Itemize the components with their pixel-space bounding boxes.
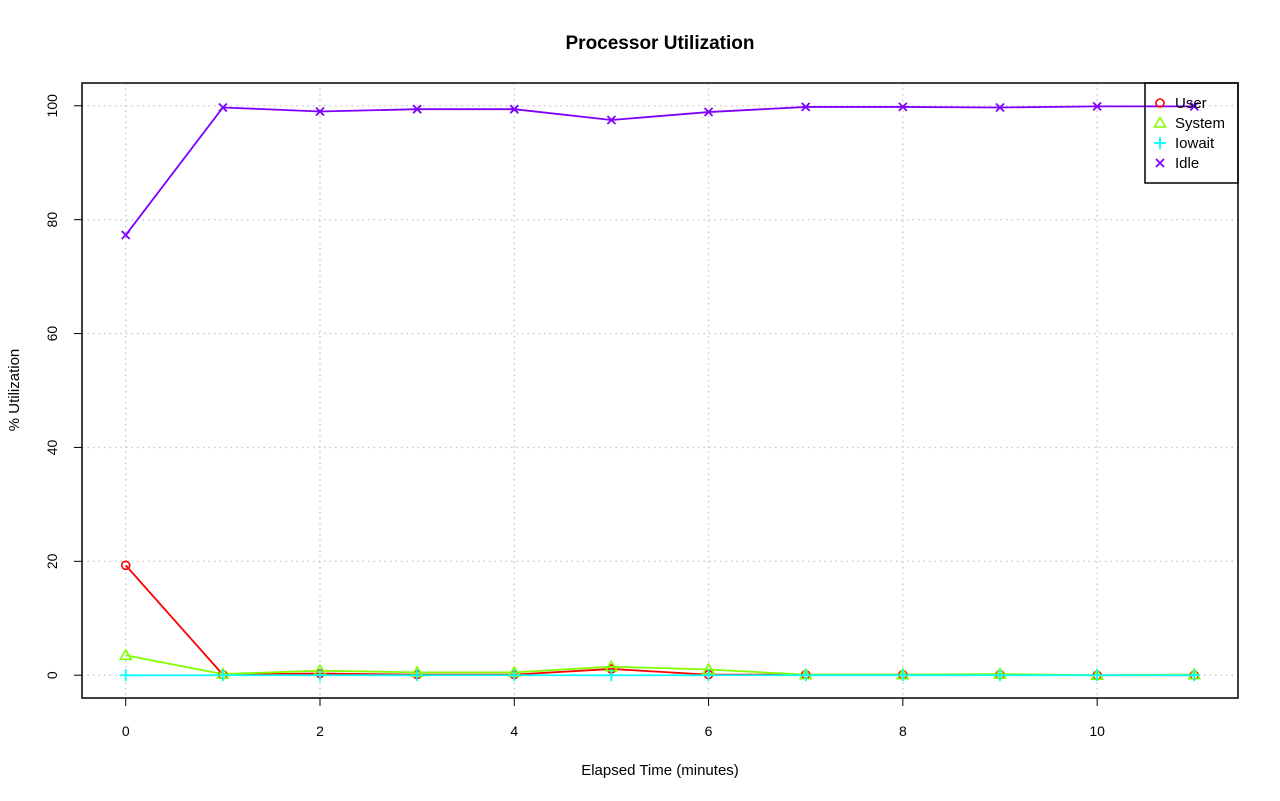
legend-marker-user	[1155, 98, 1165, 108]
x-tick-label: 0	[122, 723, 130, 739]
series-lines	[124, 105, 1195, 677]
legend-marker-idle	[1155, 158, 1165, 168]
y-tick-label: 20	[44, 553, 60, 569]
data-point-idle	[412, 104, 422, 114]
chart-title: Processor Utilization	[566, 33, 755, 54]
x-axis-label: Elapsed Time (minutes)	[581, 762, 739, 779]
y-tick-label: 40	[44, 439, 60, 455]
data-point-idle	[1189, 101, 1199, 111]
legend-item-idle: Idle	[1155, 155, 1199, 172]
data-point-idle	[898, 102, 908, 112]
legend-label-iowait: Iowait	[1175, 135, 1215, 152]
legend-box	[1144, 82, 1239, 184]
data-point-idle	[1092, 101, 1102, 111]
series-line-system	[125, 654, 1195, 677]
x-axis: 0 2 4 6 8 10	[122, 698, 1105, 739]
data-point-iowait	[994, 669, 1006, 682]
data-point-iowait	[896, 669, 909, 682]
data-point-iowait	[1188, 669, 1201, 682]
series-line-idle	[124, 105, 1195, 236]
legend-marker-system	[1153, 115, 1167, 128]
data-point-system	[118, 648, 133, 661]
data-point-user	[120, 560, 131, 571]
data-point-iowait	[702, 669, 715, 682]
x-tick-label: 10	[1089, 723, 1105, 739]
data-point-iowait	[411, 669, 424, 682]
legend-label-system: System	[1175, 115, 1225, 132]
y-axis-label: % Utilization	[6, 349, 23, 432]
x-tick-label: 4	[510, 723, 518, 739]
data-point-iowait	[605, 669, 618, 682]
data-point-iowait	[216, 669, 229, 682]
data-point-iowait	[508, 669, 521, 682]
legend-item-iowait: Iowait	[1154, 135, 1215, 152]
data-point-idle	[995, 102, 1005, 113]
legend-label-user: User	[1175, 95, 1207, 112]
x-tick-label: 2	[316, 723, 324, 739]
y-tick-label: 0	[44, 671, 60, 679]
data-point-iowait	[119, 669, 132, 682]
y-tick-label: 80	[44, 212, 60, 228]
data-point-iowait	[799, 669, 812, 682]
data-point-idle	[509, 104, 519, 114]
data-point-iowait	[314, 669, 326, 682]
legend-label-idle: Idle	[1175, 155, 1199, 172]
data-point-idle	[315, 106, 325, 117]
data-point-idle	[121, 230, 131, 240]
y-axis: 0 20 40 60 80 100	[44, 94, 82, 679]
legend: User System Iowait Idle	[1144, 82, 1239, 184]
plot-border	[81, 82, 1239, 699]
data-point-idle	[801, 102, 811, 112]
y-tick-label: 100	[44, 94, 60, 118]
legend-item-system: System	[1153, 115, 1225, 132]
data-point-idle	[218, 102, 228, 113]
x-tick-label: 6	[705, 723, 713, 739]
data-point-idle	[703, 107, 714, 117]
legend-item-user: User	[1155, 95, 1207, 112]
x-tick-label: 8	[899, 723, 907, 739]
series-markers	[118, 101, 1202, 682]
legend-marker-iowait	[1154, 137, 1166, 149]
data-point-iowait	[1091, 669, 1104, 682]
y-tick-label: 60	[44, 326, 60, 342]
data-point-idle	[606, 115, 617, 125]
